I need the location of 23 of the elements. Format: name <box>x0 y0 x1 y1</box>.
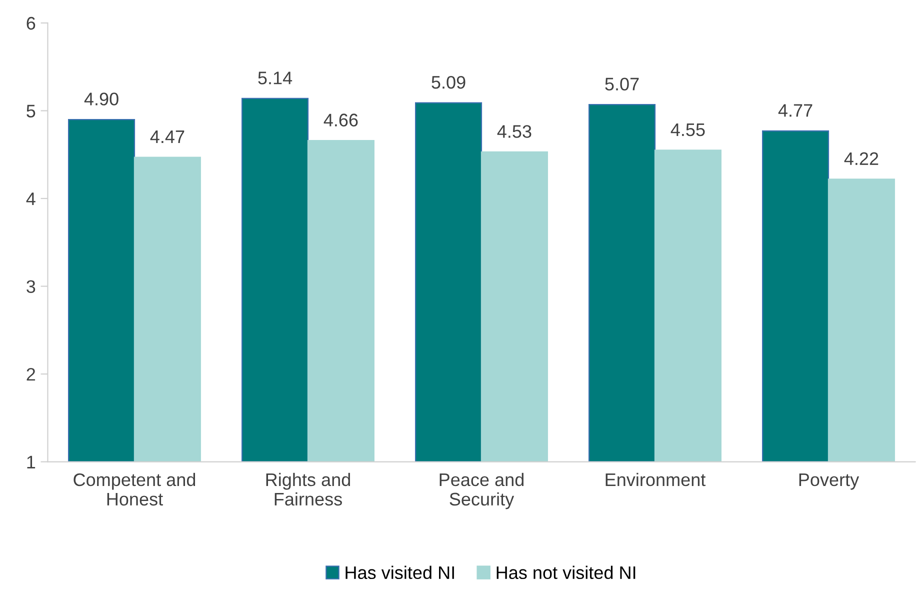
data-label: 5.07 <box>605 78 639 90</box>
data-label: 4.55 <box>670 124 705 136</box>
data-label: 4.53 <box>497 125 532 138</box>
x-tick-label: Poverty <box>799 474 860 490</box>
data-label: 4.77 <box>778 104 812 117</box>
data-label: 4.22 <box>844 152 878 165</box>
x-tick-label: Environment <box>606 472 706 486</box>
y-tick-label: 5 <box>26 104 36 118</box>
legend-label: Has visited NI <box>346 566 454 580</box>
y-tick-label: 2 <box>26 368 36 381</box>
data-label: 5.14 <box>258 72 292 84</box>
y-tick-label: 1 <box>27 456 36 468</box>
y-tick-label: 3 <box>26 280 36 293</box>
data-label: 5.09 <box>432 76 466 89</box>
legend-label: Has not visited NI <box>496 566 636 580</box>
x-tick-label: Peace and Security <box>440 472 524 510</box>
x-tick-label: Competent and Honest <box>74 472 196 506</box>
y-tick-label: 6 <box>26 16 36 30</box>
data-label: 4.66 <box>324 114 358 126</box>
x-tick-label: Rights and Fairness <box>266 472 350 506</box>
data-label: 4.47 <box>150 130 184 143</box>
y-tick-label: 4 <box>26 192 36 206</box>
data-label: 4.90 <box>84 92 118 106</box>
